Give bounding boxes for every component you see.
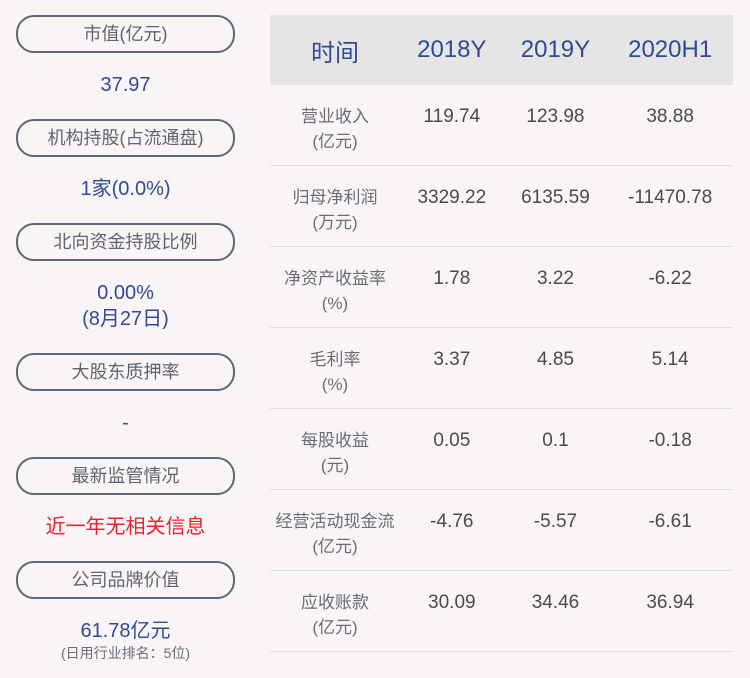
table-row: 净资产收益率 (%) 1.78 3.22 -6.22 [270, 246, 733, 328]
value-northbound-date: (8月27日) [82, 308, 169, 330]
row-value: 30.09 [400, 570, 504, 652]
row-value: -0.18 [607, 408, 733, 490]
row-label-unit: (亿元) [312, 537, 358, 556]
header-2019: 2019Y [503, 15, 608, 85]
row-value: -11470.78 [607, 165, 733, 247]
row-value: -6.22 [607, 246, 733, 328]
row-value: -6.61 [607, 489, 733, 571]
row-label: 归母净利润 (万元) [270, 165, 400, 247]
row-label: 每股收益 (元) [270, 408, 400, 490]
value-brand: 61.78亿元 [80, 620, 171, 642]
row-value: 3329.22 [400, 165, 504, 247]
row-label: 营业收入 (亿元) [270, 85, 400, 166]
row-label-name: 营业收入 [301, 107, 369, 126]
table-row: 每股收益 (元) 0.05 0.1 -0.18 [270, 408, 733, 490]
header-2018: 2018Y [400, 15, 504, 85]
row-label-unit: (%) [321, 294, 349, 313]
value-regulation: 近一年无相关信息 [45, 516, 206, 538]
row-label-name: 每股收益 [301, 431, 369, 450]
row-label-name: 净资产收益率 [284, 269, 386, 288]
row-value: 1.78 [400, 246, 504, 328]
financial-table: 时间 2018Y 2019Y 2020H1 营业收入 (亿元) 119.74 123.… [270, 15, 733, 652]
row-value: 0.1 [503, 408, 608, 490]
row-label-unit: (元) [320, 456, 350, 475]
value-market-cap: 37.97 [100, 74, 151, 96]
row-value: 6135.59 [503, 165, 608, 247]
table-row: 归母净利润 (万元) 3329.22 6135.59 -11470.78 [270, 165, 733, 247]
row-label-name: 应收账款 [301, 593, 369, 612]
table-row: 经营活动现金流 (亿元) -4.76 -5.57 -6.61 [270, 489, 733, 571]
row-value: 34.46 [503, 570, 608, 652]
row-value: 123.98 [503, 85, 608, 166]
pill-regulation: 最新监管情况 [16, 457, 235, 495]
row-label-name: 归母净利润 [292, 188, 378, 207]
table-header: 时间 2018Y 2019Y 2020H1 [270, 15, 733, 85]
row-value: 3.22 [503, 246, 608, 328]
row-label-unit: (万元) [312, 213, 358, 232]
row-value: 5.14 [607, 327, 733, 409]
row-label-unit: (%) [321, 375, 349, 394]
row-value: -5.57 [503, 489, 608, 571]
table-row: 毛利率 (%) 3.37 4.85 5.14 [270, 327, 733, 409]
row-label-unit: (亿元) [312, 132, 358, 151]
header-2020h1: 2020H1 [607, 15, 733, 85]
row-value: 119.74 [400, 85, 504, 166]
row-label: 应收账款 (亿元) [270, 570, 400, 652]
brand-rank-note: (日用行业排名：5位) [60, 645, 191, 661]
header-time: 时间 [270, 15, 400, 85]
pill-market-cap: 市值(亿元) [16, 15, 235, 53]
value-northbound: 0.00% [97, 282, 154, 304]
table-row: 应收账款 (亿元) 30.09 34.46 36.94 [270, 570, 733, 652]
table-row: 营业收入 (亿元) 119.74 123.98 38.88 [270, 85, 733, 166]
pill-brand: 公司品牌价值 [16, 561, 235, 599]
row-value: 36.94 [607, 570, 733, 652]
row-value: 38.88 [607, 85, 733, 166]
value-pledge: - [122, 412, 129, 434]
row-value: -4.76 [400, 489, 504, 571]
row-label: 毛利率 (%) [270, 327, 400, 409]
value-institutional: 1家(0.0%) [80, 178, 171, 200]
row-label-name: 毛利率 [309, 350, 361, 369]
row-label-unit: (亿元) [312, 618, 358, 637]
row-value: 3.37 [400, 327, 504, 409]
row-label: 净资产收益率 (%) [270, 246, 400, 328]
pill-pledge: 大股东质押率 [16, 353, 235, 391]
row-value: 4.85 [503, 327, 608, 409]
row-label: 经营活动现金流 (亿元) [270, 489, 400, 571]
row-label-name: 经营活动现金流 [275, 512, 395, 531]
pill-northbound: 北向资金持股比例 [16, 223, 235, 261]
row-value: 0.05 [400, 408, 504, 490]
pill-institutional: 机构持股(占流通盘) [16, 119, 235, 157]
